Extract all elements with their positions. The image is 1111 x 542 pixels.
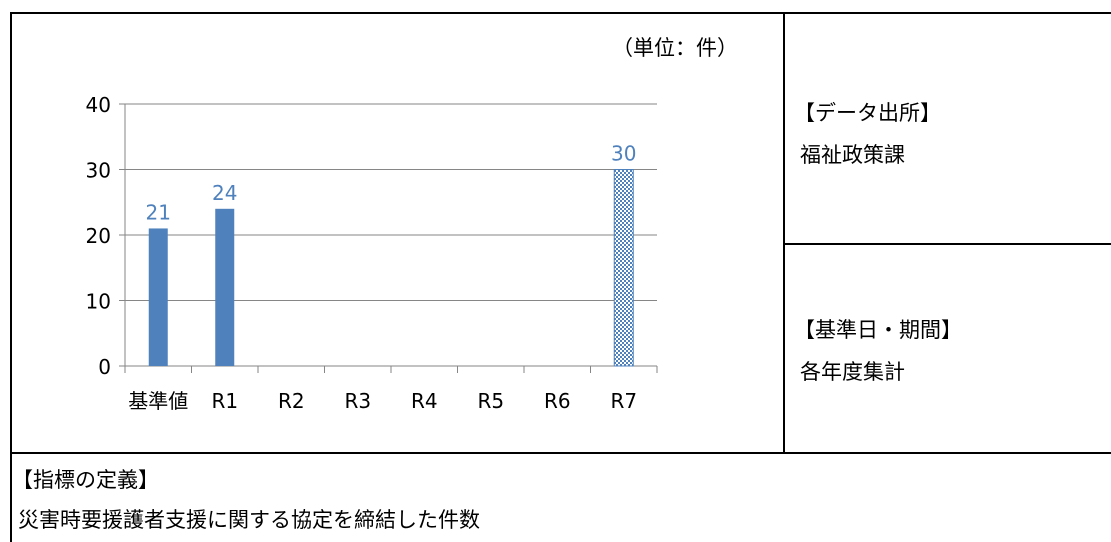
data-label: 21 [146,200,171,224]
table-divider-right-cell [783,243,1111,245]
y-tick-label: 30 [86,159,111,183]
y-tick-label: 10 [86,290,111,314]
table-border-top [10,12,1111,14]
x-tick-label: R2 [278,389,305,413]
period-heading: 【基準日・期間】 [794,318,962,342]
table-divider-horizontal [10,452,1111,454]
x-tick-label: R6 [544,389,571,413]
bar-target [613,169,634,367]
x-tick-label: R3 [344,389,371,413]
x-tick-label: R1 [211,389,238,413]
source-heading: 【データ出所】 [794,101,941,125]
y-tick-label: 0 [98,355,111,379]
y-tick-label: 40 [86,93,111,117]
definition-value: 災害時要援護者支援に関する協定を締結した件数 [18,508,480,532]
definition-heading: 【指標の定義】 [12,468,159,492]
table-divider-vertical [783,12,785,453]
bar-chart: 0 10 20 30 40 21 基準値 24 R1 R2 R3 R4 R5 R6 30 R7 [86,93,658,413]
data-label: 30 [611,142,636,166]
x-tick-label: R4 [411,389,438,413]
x-tick-label: R7 [610,389,637,413]
bar [215,208,235,366]
table-border-left [10,12,12,542]
bar [148,228,168,366]
y-tick-label: 20 [86,224,111,248]
source-value: 福祉政策課 [800,143,905,167]
x-tick-label: 基準値 [128,389,188,413]
data-label: 24 [212,181,237,205]
unit-label: （単位：件） [612,36,738,60]
period-value: 各年度集計 [800,360,905,384]
x-tick-label: R5 [477,389,504,413]
